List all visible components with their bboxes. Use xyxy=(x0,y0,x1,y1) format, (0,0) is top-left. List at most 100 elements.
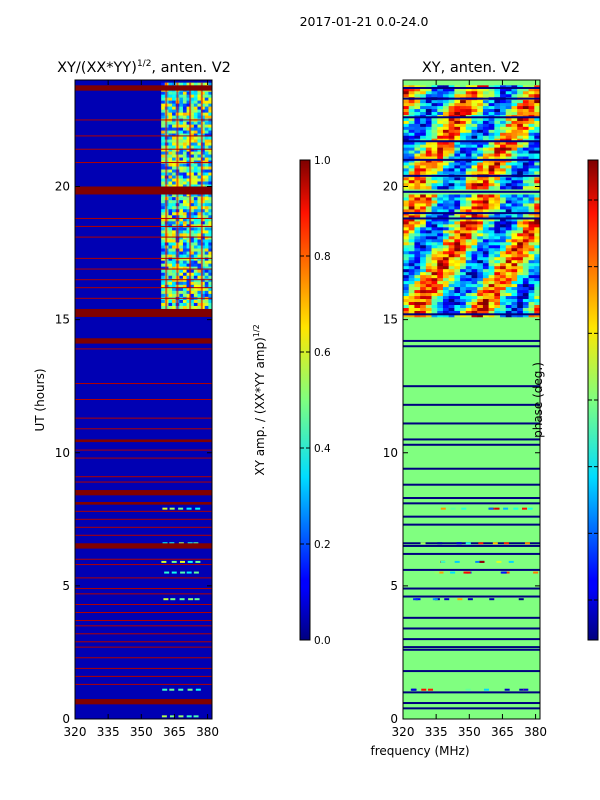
left-heat-cell xyxy=(172,227,176,231)
left-heat-cell xyxy=(193,299,198,304)
left-heat-cell xyxy=(204,157,209,161)
right-heat-cell xyxy=(505,180,512,184)
right-heat-cell xyxy=(517,313,524,318)
right-heat-cell xyxy=(414,177,421,181)
right-heat-cell xyxy=(471,290,478,294)
right-heat-cell xyxy=(500,171,507,175)
right-heat-cell xyxy=(414,120,421,125)
right-heat-cell xyxy=(425,203,432,207)
left-heat-flag-line xyxy=(75,162,212,164)
left-heat-cell xyxy=(204,293,209,298)
right-heat-cell xyxy=(505,129,512,134)
right-heat-cell xyxy=(471,165,478,169)
right-heat-cell xyxy=(534,117,541,122)
right-heat-cell xyxy=(500,206,507,210)
right-heat-cell xyxy=(471,227,478,231)
right-heat-cell xyxy=(420,147,427,151)
right-heat-cell xyxy=(482,162,489,166)
right-heat-cell xyxy=(437,94,444,98)
left-heat-cell xyxy=(204,136,209,140)
right-heat-cell xyxy=(471,233,478,237)
right-heat-cell xyxy=(425,221,432,225)
right-heat-cell xyxy=(482,206,489,210)
right-heat-cell xyxy=(442,103,449,107)
right-heat-cell xyxy=(408,284,415,288)
left-heat-cell xyxy=(161,154,166,158)
right-heat-cell xyxy=(500,150,507,154)
left-heat-cell xyxy=(197,115,202,119)
right-heat-cell xyxy=(420,106,427,110)
left-heat-cell xyxy=(161,227,166,231)
right-heat-cell xyxy=(437,120,444,125)
left-heat-cell xyxy=(161,290,166,295)
left-heat-cell xyxy=(172,130,176,134)
left-heat-cell xyxy=(172,257,176,261)
left-heat-cell xyxy=(186,178,191,182)
left-heat-cell xyxy=(208,197,213,201)
right-heat-cell xyxy=(477,245,484,249)
right-heat-cell xyxy=(517,120,524,125)
right-heat-cell xyxy=(505,200,512,204)
right-heat-blip xyxy=(450,571,456,574)
right-heat-cell xyxy=(425,290,432,294)
right-heat-cell xyxy=(442,296,449,300)
right-heat-cell xyxy=(442,206,449,210)
right-heat-blip xyxy=(508,560,514,563)
right-heat-cell xyxy=(471,200,478,204)
left-heat-blip xyxy=(187,560,193,563)
right-heat-cell xyxy=(534,103,541,107)
right-heat-cell xyxy=(488,239,495,243)
right-heat-cell xyxy=(431,269,438,273)
right-heat-cell xyxy=(420,236,427,240)
right-heat-cell xyxy=(471,308,478,312)
right-heat-cell xyxy=(460,260,467,264)
right-heat-cell xyxy=(477,215,484,219)
right-heat-cell xyxy=(511,153,518,157)
left-colorbar-gradient xyxy=(299,159,311,641)
right-heat-cell xyxy=(442,132,449,137)
right-heat-cell xyxy=(465,293,472,297)
right-heat-cell xyxy=(408,91,415,95)
right-heat-cell xyxy=(505,203,512,207)
right-heat-cell xyxy=(437,129,444,134)
right-heat-cell xyxy=(448,117,455,122)
left-heat-cell xyxy=(179,106,184,110)
right-heat-cell xyxy=(465,141,472,145)
left-heat-cell xyxy=(193,166,198,170)
right-heat-cell xyxy=(471,91,478,95)
left-heat-cell xyxy=(172,157,176,161)
right-heat-cell xyxy=(408,117,415,122)
right-heat-cell xyxy=(471,310,478,315)
left-heat-cell xyxy=(168,139,173,143)
left-heat-cell xyxy=(193,284,198,289)
right-heat-cell xyxy=(488,109,495,113)
right-heat-cell xyxy=(534,310,541,315)
right-heat-cell xyxy=(420,91,427,95)
right-heat-cell xyxy=(460,236,467,240)
right-heat-cell xyxy=(465,147,472,151)
right-heat-cell xyxy=(522,218,529,222)
right-heat-cell xyxy=(494,296,501,300)
left-heat-cell xyxy=(193,91,198,95)
left-heat-cell xyxy=(193,275,198,280)
right-heat-cell xyxy=(482,126,489,131)
right-heat-cell xyxy=(511,183,518,187)
right-heat-cell xyxy=(471,153,478,157)
right-heat-cell xyxy=(482,112,489,116)
right-heat-cell xyxy=(425,302,432,306)
left-heat-cell xyxy=(179,239,184,243)
left-heat-cell xyxy=(208,193,213,197)
right-heat-cell xyxy=(420,120,427,125)
left-heat-cell xyxy=(208,221,213,225)
right-heat-flag-line xyxy=(403,438,540,441)
left-heat-flag-line xyxy=(75,625,212,627)
right-heat-cell xyxy=(494,129,501,134)
right-heat-blip xyxy=(483,688,489,691)
right-heat-cell xyxy=(414,218,421,222)
right-heat-cell xyxy=(437,194,444,198)
right-heat-cell xyxy=(482,278,489,282)
right-heat-cell xyxy=(494,135,501,140)
right-heat-cell xyxy=(431,281,438,285)
right-heat-cell xyxy=(494,144,501,148)
right-heat-cell xyxy=(442,197,449,201)
